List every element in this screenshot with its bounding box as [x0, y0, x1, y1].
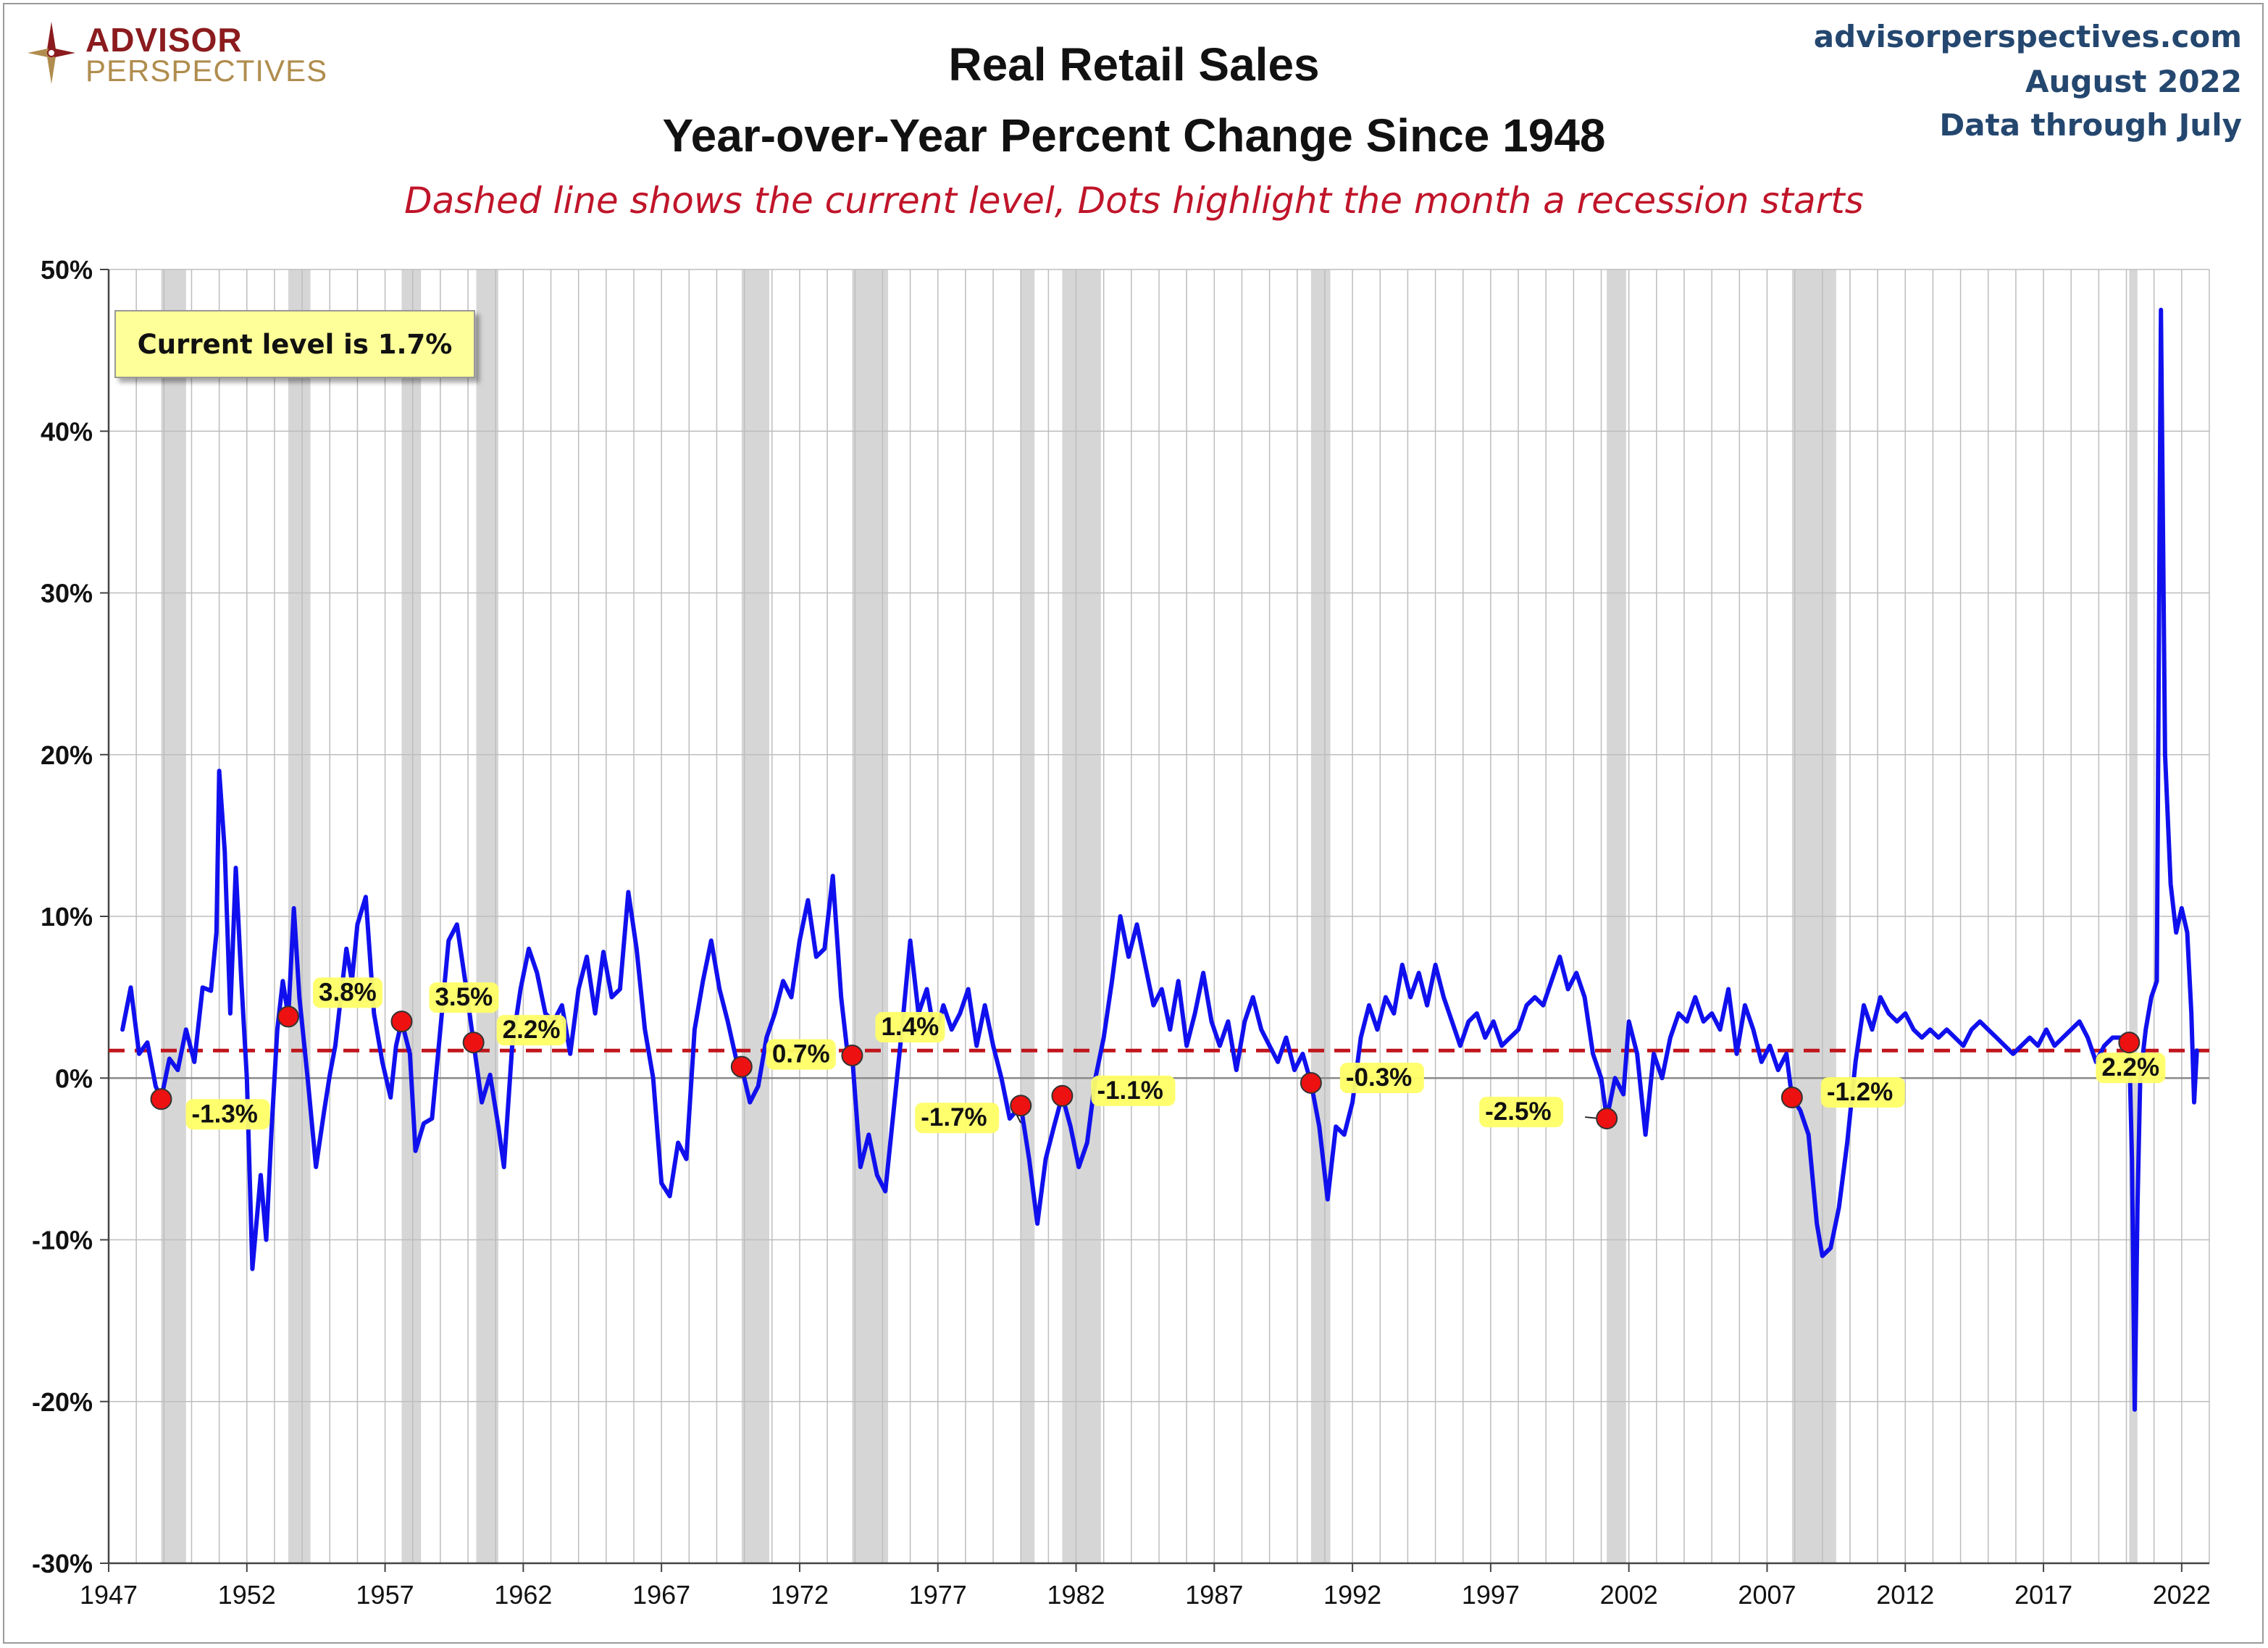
- compass-rose-icon: [28, 22, 75, 84]
- y-tick-label: 40%: [41, 417, 93, 446]
- recession-start-label: 3.8%: [319, 978, 377, 1006]
- recession-start-label: 2.2%: [503, 1016, 561, 1044]
- recession-label-bg: [766, 1039, 836, 1070]
- recession-label-bg: [1820, 1077, 1905, 1108]
- x-tick-label: 1997: [1462, 1580, 1520, 1610]
- recession-label-bg: [1091, 1075, 1176, 1106]
- x-tick-label: 2022: [2153, 1580, 2211, 1610]
- recession-start-dot: [1780, 1087, 1803, 1109]
- recession-start-dot: [1596, 1108, 1618, 1130]
- x-tick-label: 1987: [1185, 1580, 1243, 1610]
- recession-start-dot: [462, 1032, 485, 1054]
- x-tick-label: 1972: [771, 1580, 829, 1610]
- x-tick-label: 2017: [2014, 1580, 2072, 1610]
- x-tick-label: 2002: [1600, 1580, 1658, 1610]
- logo-text-perspectives: PERSPECTIVES: [85, 54, 328, 88]
- current-level-callout: Current level is 1.7%: [114, 310, 475, 378]
- recession-label-bg: [2096, 1053, 2166, 1084]
- source-site: advisorperspectives.com: [1813, 19, 2242, 54]
- recession-start-label: -1.7%: [921, 1103, 987, 1132]
- chart-title-line2: Year-over-Year Percent Change Since 1948: [662, 109, 1606, 162]
- recession-start-dot: [277, 1005, 300, 1028]
- logo-text-advisor: ADVISOR: [85, 21, 243, 59]
- y-tick-label: -10%: [32, 1226, 93, 1255]
- x-tick-label: 1947: [80, 1580, 138, 1610]
- recession-start-label: -1.2%: [1827, 1078, 1893, 1106]
- recession-start-dot: [1300, 1071, 1322, 1094]
- publish-date: August 2022: [2025, 64, 2242, 99]
- recession-label-bg: [496, 1015, 566, 1046]
- recession-start-label: -1.1%: [1097, 1076, 1163, 1105]
- recession-start-dot: [730, 1055, 753, 1078]
- y-tick-label: -20%: [32, 1387, 93, 1417]
- recession-label-bg: [1479, 1097, 1564, 1128]
- x-tick-label: 1967: [632, 1580, 690, 1610]
- retail-sales-series-line: [120, 307, 2199, 1412]
- recession-start-dot: [841, 1044, 863, 1066]
- recession-start-label: -2.5%: [1485, 1097, 1551, 1126]
- recession-start-label: 2.2%: [2101, 1053, 2159, 1082]
- recession-label-bg: [875, 1011, 945, 1042]
- x-tick-label: 2007: [1738, 1580, 1796, 1610]
- chart-title-line1: Real Retail Sales: [948, 38, 1320, 91]
- recession-start-label: -0.3%: [1346, 1063, 1412, 1092]
- x-tick-label: 1992: [1323, 1580, 1381, 1610]
- y-tick-label: 10%: [41, 902, 93, 932]
- recession-label-bg: [313, 977, 383, 1008]
- recession-start-dot: [390, 1011, 413, 1033]
- y-tick-label: 30%: [41, 579, 93, 608]
- recession-label-bg: [915, 1103, 1000, 1134]
- y-tick-label: 20%: [41, 740, 93, 770]
- x-tick-label: 1957: [356, 1580, 414, 1610]
- recession-label-bg: [185, 1099, 270, 1130]
- recession-start-label: 1.4%: [881, 1013, 939, 1041]
- y-tick-label: -30%: [32, 1549, 93, 1578]
- recession-start-dot: [2118, 1032, 2141, 1054]
- data-through: Data through July: [1939, 107, 2242, 143]
- x-tick-label: 1982: [1047, 1580, 1105, 1610]
- y-tick-label: 0%: [55, 1063, 93, 1093]
- recession-start-label: -1.3%: [192, 1100, 258, 1128]
- chart-frame: [3, 3, 2264, 1644]
- chart-subtitle: Dashed line shows the current level, Dot…: [404, 180, 1864, 222]
- y-tick-label: 50%: [41, 255, 93, 285]
- recession-start-dot: [150, 1088, 172, 1110]
- x-tick-label: 1952: [218, 1580, 276, 1610]
- recession-start-dot: [1051, 1084, 1074, 1107]
- recession-label-bg: [429, 982, 499, 1013]
- x-tick-label: 2012: [1876, 1580, 1934, 1610]
- recession-label-bg: [1339, 1062, 1424, 1093]
- recession-start-dot: [1010, 1095, 1032, 1117]
- advisor-perspectives-logo: ADVISOR PERSPECTIVES: [26, 19, 330, 91]
- recession-start-label: 3.5%: [435, 983, 493, 1011]
- recession-start-label: 0.7%: [772, 1040, 830, 1068]
- x-tick-label: 1962: [494, 1580, 552, 1610]
- x-tick-label: 1977: [909, 1580, 967, 1610]
